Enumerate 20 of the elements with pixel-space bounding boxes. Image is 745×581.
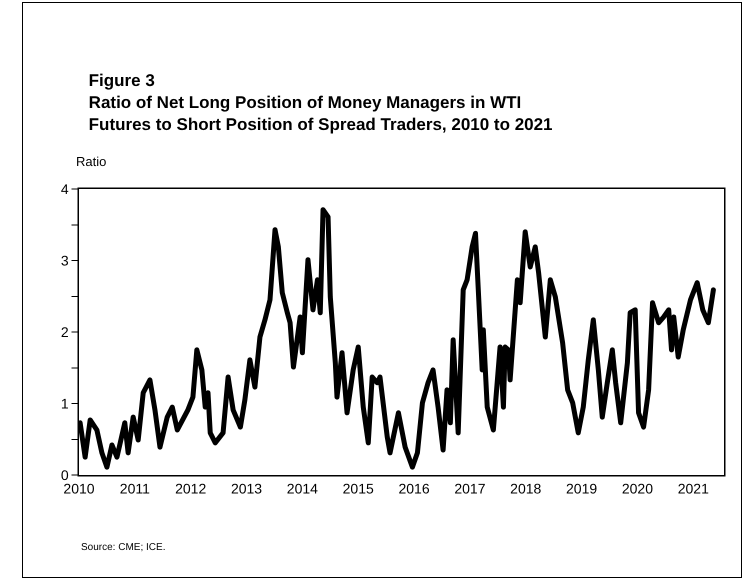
x-tick-label: 2011 [120,480,150,496]
chart-title: Figure 3 Ratio of Net Long Position of Money Managers in WTI Futures to Short Position of Spread Traders, 2010 to 2021 [88,71,553,134]
y-tick-label: 0 [60,466,69,483]
y-tick-label: 4 [60,180,69,197]
x-tick-label: 2019 [566,480,598,496]
source-note: Source: CME; ICE. [81,542,166,553]
x-tick-label: 2018 [510,480,542,496]
x-tick-label: 2010 [63,480,95,496]
x-tick-label: 2012 [175,480,206,496]
x-tick-label: 2015 [342,480,374,496]
y-tick-label: 2 [60,324,69,340]
x-tick-label: 2017 [454,480,486,496]
x-tick-label: 2014 [286,480,318,496]
x-tick-label: 2016 [398,480,430,496]
y-tick-label: 1 [60,395,69,412]
y-axis-title: Ratio [76,154,106,169]
y-tick-label: 3 [60,252,69,268]
x-tick-label: 2013 [230,480,262,496]
x-tick-label: 2021 [678,480,710,496]
x-tick-label: 2020 [622,480,654,496]
